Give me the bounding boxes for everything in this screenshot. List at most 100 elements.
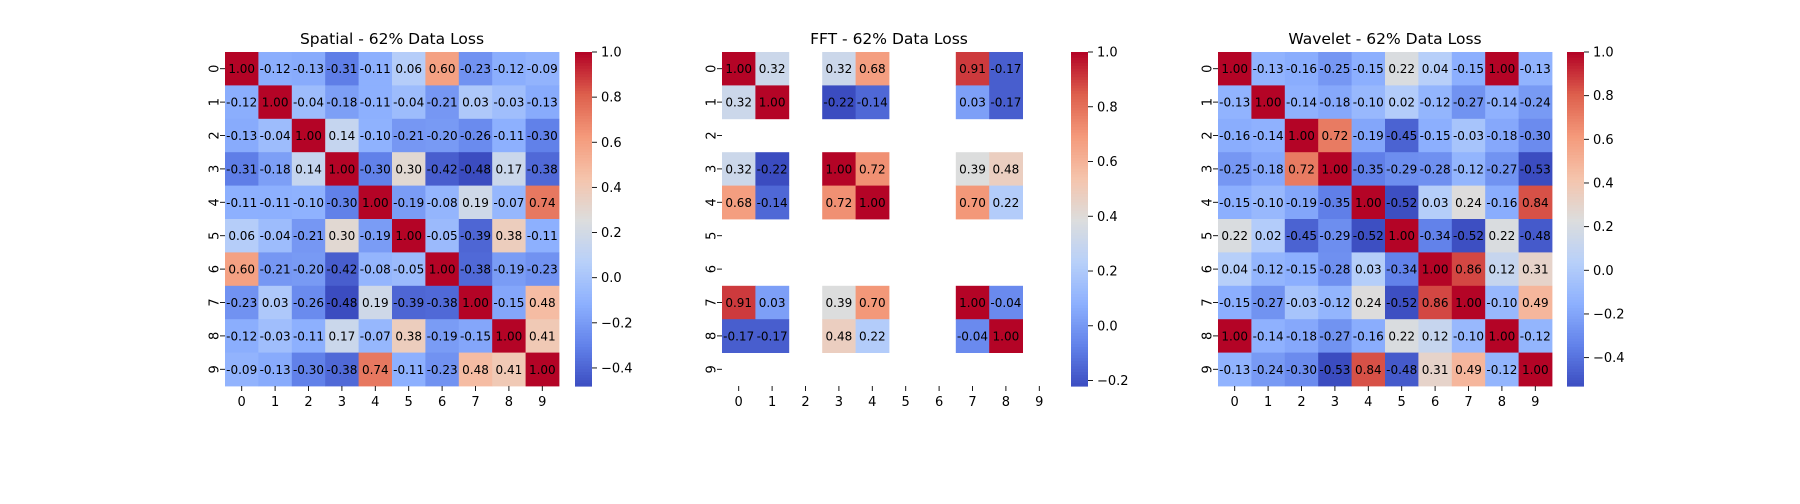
- heatmap-cell: [1485, 252, 1519, 287]
- colorbar-segment: [575, 182, 592, 187]
- colorbar-segment: [575, 171, 592, 176]
- heatmap-cell: [492, 52, 526, 86]
- heatmap-cell: [258, 52, 293, 86]
- x-tick-label: 4: [371, 395, 379, 410]
- cell-label: -0.11: [360, 96, 391, 110]
- colorbar-segment: [1567, 129, 1584, 134]
- cell-label: -0.03: [1453, 129, 1484, 143]
- heatmap-cell: [1251, 118, 1286, 153]
- heatmap-cell: [989, 52, 1023, 86]
- cell-label: -0.09: [226, 363, 257, 377]
- heatmap-cell: [492, 85, 526, 120]
- y-tick-label: 1: [1201, 98, 1216, 106]
- colorbar-segment: [575, 308, 592, 312]
- colorbar-segment: [1071, 230, 1088, 234]
- heatmap-cell: [525, 52, 560, 86]
- cell-label: -0.48: [326, 296, 357, 310]
- cell-label: -0.12: [226, 96, 257, 110]
- heatmap-cell: [722, 319, 756, 353]
- colorbar-segment: [575, 363, 592, 368]
- heatmap-cell: [1451, 152, 1486, 186]
- x-tick-label: 7: [1464, 395, 1472, 410]
- colorbar-segment: [575, 177, 592, 181]
- y-tick-label: 5: [1201, 232, 1216, 240]
- colorbar-segment: [1071, 113, 1088, 117]
- heatmap-cell: [458, 285, 493, 320]
- heatmap-cell: [1451, 85, 1486, 120]
- heatmap-cell: [1318, 185, 1352, 220]
- colorbar-segment: [1567, 257, 1584, 262]
- cell-label: -0.45: [1386, 129, 1417, 143]
- colorbar-segment: [1071, 310, 1088, 315]
- heatmap-cell: [1418, 85, 1453, 120]
- colorbar-segment: [1071, 141, 1088, 145]
- cell-label: -0.12: [1420, 96, 1451, 110]
- colorbar-segment: [1567, 213, 1584, 217]
- cell-label: 0.22: [993, 196, 1020, 210]
- cell-label: 0.22: [1221, 229, 1248, 243]
- colorbar-tick-label: −0.4: [601, 361, 633, 376]
- colorbar-segment: [1567, 132, 1584, 137]
- cell-label: -0.28: [1319, 263, 1350, 277]
- cell-label: -0.08: [427, 196, 458, 210]
- heatmap-cell: [1284, 118, 1319, 153]
- cell-label: -0.11: [226, 196, 257, 210]
- heatmap-cell: [1418, 152, 1453, 186]
- cell-label: -0.12: [226, 329, 257, 343]
- colorbar-segment: [1567, 283, 1584, 287]
- heatmap-cell: [258, 352, 293, 387]
- cell-label: 1.00: [1221, 62, 1248, 76]
- colorbar-tick-label: −0.2: [601, 316, 633, 331]
- cell-label: -0.21: [293, 229, 324, 243]
- colorbar-segment: [1567, 57, 1584, 61]
- colorbar-segment: [1567, 271, 1584, 276]
- heatmap-cell: [1251, 252, 1286, 287]
- heatmap-cell: [1451, 319, 1486, 353]
- heatmap-cell: [392, 319, 426, 353]
- colorbar-segment: [1071, 65, 1088, 70]
- heatmap-cell: [525, 152, 560, 186]
- colorbar-segment: [1567, 316, 1584, 320]
- cell-label: -0.38: [460, 263, 491, 277]
- colorbar-segment: [1071, 244, 1088, 248]
- heatmap-cell: [225, 285, 259, 320]
- colorbar-segment: [575, 321, 592, 326]
- colorbar-segment: [575, 260, 592, 265]
- cell-label: 0.22: [1489, 229, 1516, 243]
- colorbar-segment: [575, 349, 592, 354]
- colorbar-segment: [1567, 143, 1584, 148]
- colorbar-segment: [575, 255, 592, 259]
- heatmap-cell: [492, 118, 526, 153]
- cell-label: -0.14: [1286, 96, 1317, 110]
- cell-label: -0.11: [493, 129, 524, 143]
- heatmap-cell: [722, 285, 756, 320]
- heatmap-cell: [1284, 219, 1319, 253]
- cell-label: -0.19: [1286, 196, 1317, 210]
- cell-label: -0.15: [1219, 196, 1250, 210]
- colorbar-segment: [1567, 210, 1584, 215]
- cell-label: 0.84: [1522, 196, 1549, 210]
- cell-label: -0.25: [1319, 62, 1350, 76]
- cell-label: -0.12: [1253, 263, 1284, 277]
- colorbar-segment: [1567, 127, 1584, 131]
- colorbar-segment: [1071, 96, 1088, 100]
- cell-label: -0.04: [260, 129, 291, 143]
- colorbar-segment: [1071, 124, 1088, 128]
- heatmap-cell: [325, 319, 359, 353]
- cell-label: -0.16: [1353, 329, 1384, 343]
- colorbar-segment: [1071, 63, 1088, 67]
- colorbar-segment: [575, 118, 592, 123]
- colorbar-segment: [575, 104, 592, 109]
- cell-label: -0.19: [393, 196, 424, 210]
- heatmap-cell: [1418, 118, 1453, 153]
- cell-label: 1.00: [1388, 229, 1415, 243]
- cell-label: 1.00: [1221, 329, 1248, 343]
- cell-label: -0.28: [1420, 162, 1451, 176]
- colorbar-segment: [575, 238, 592, 242]
- colorbar-segment: [1071, 171, 1088, 176]
- cell-label: -0.03: [260, 329, 291, 343]
- cell-label: -0.27: [1319, 329, 1350, 343]
- heatmap-cell: [1251, 85, 1286, 120]
- colorbar-segment: [1071, 54, 1088, 59]
- colorbar-segment: [1567, 280, 1584, 284]
